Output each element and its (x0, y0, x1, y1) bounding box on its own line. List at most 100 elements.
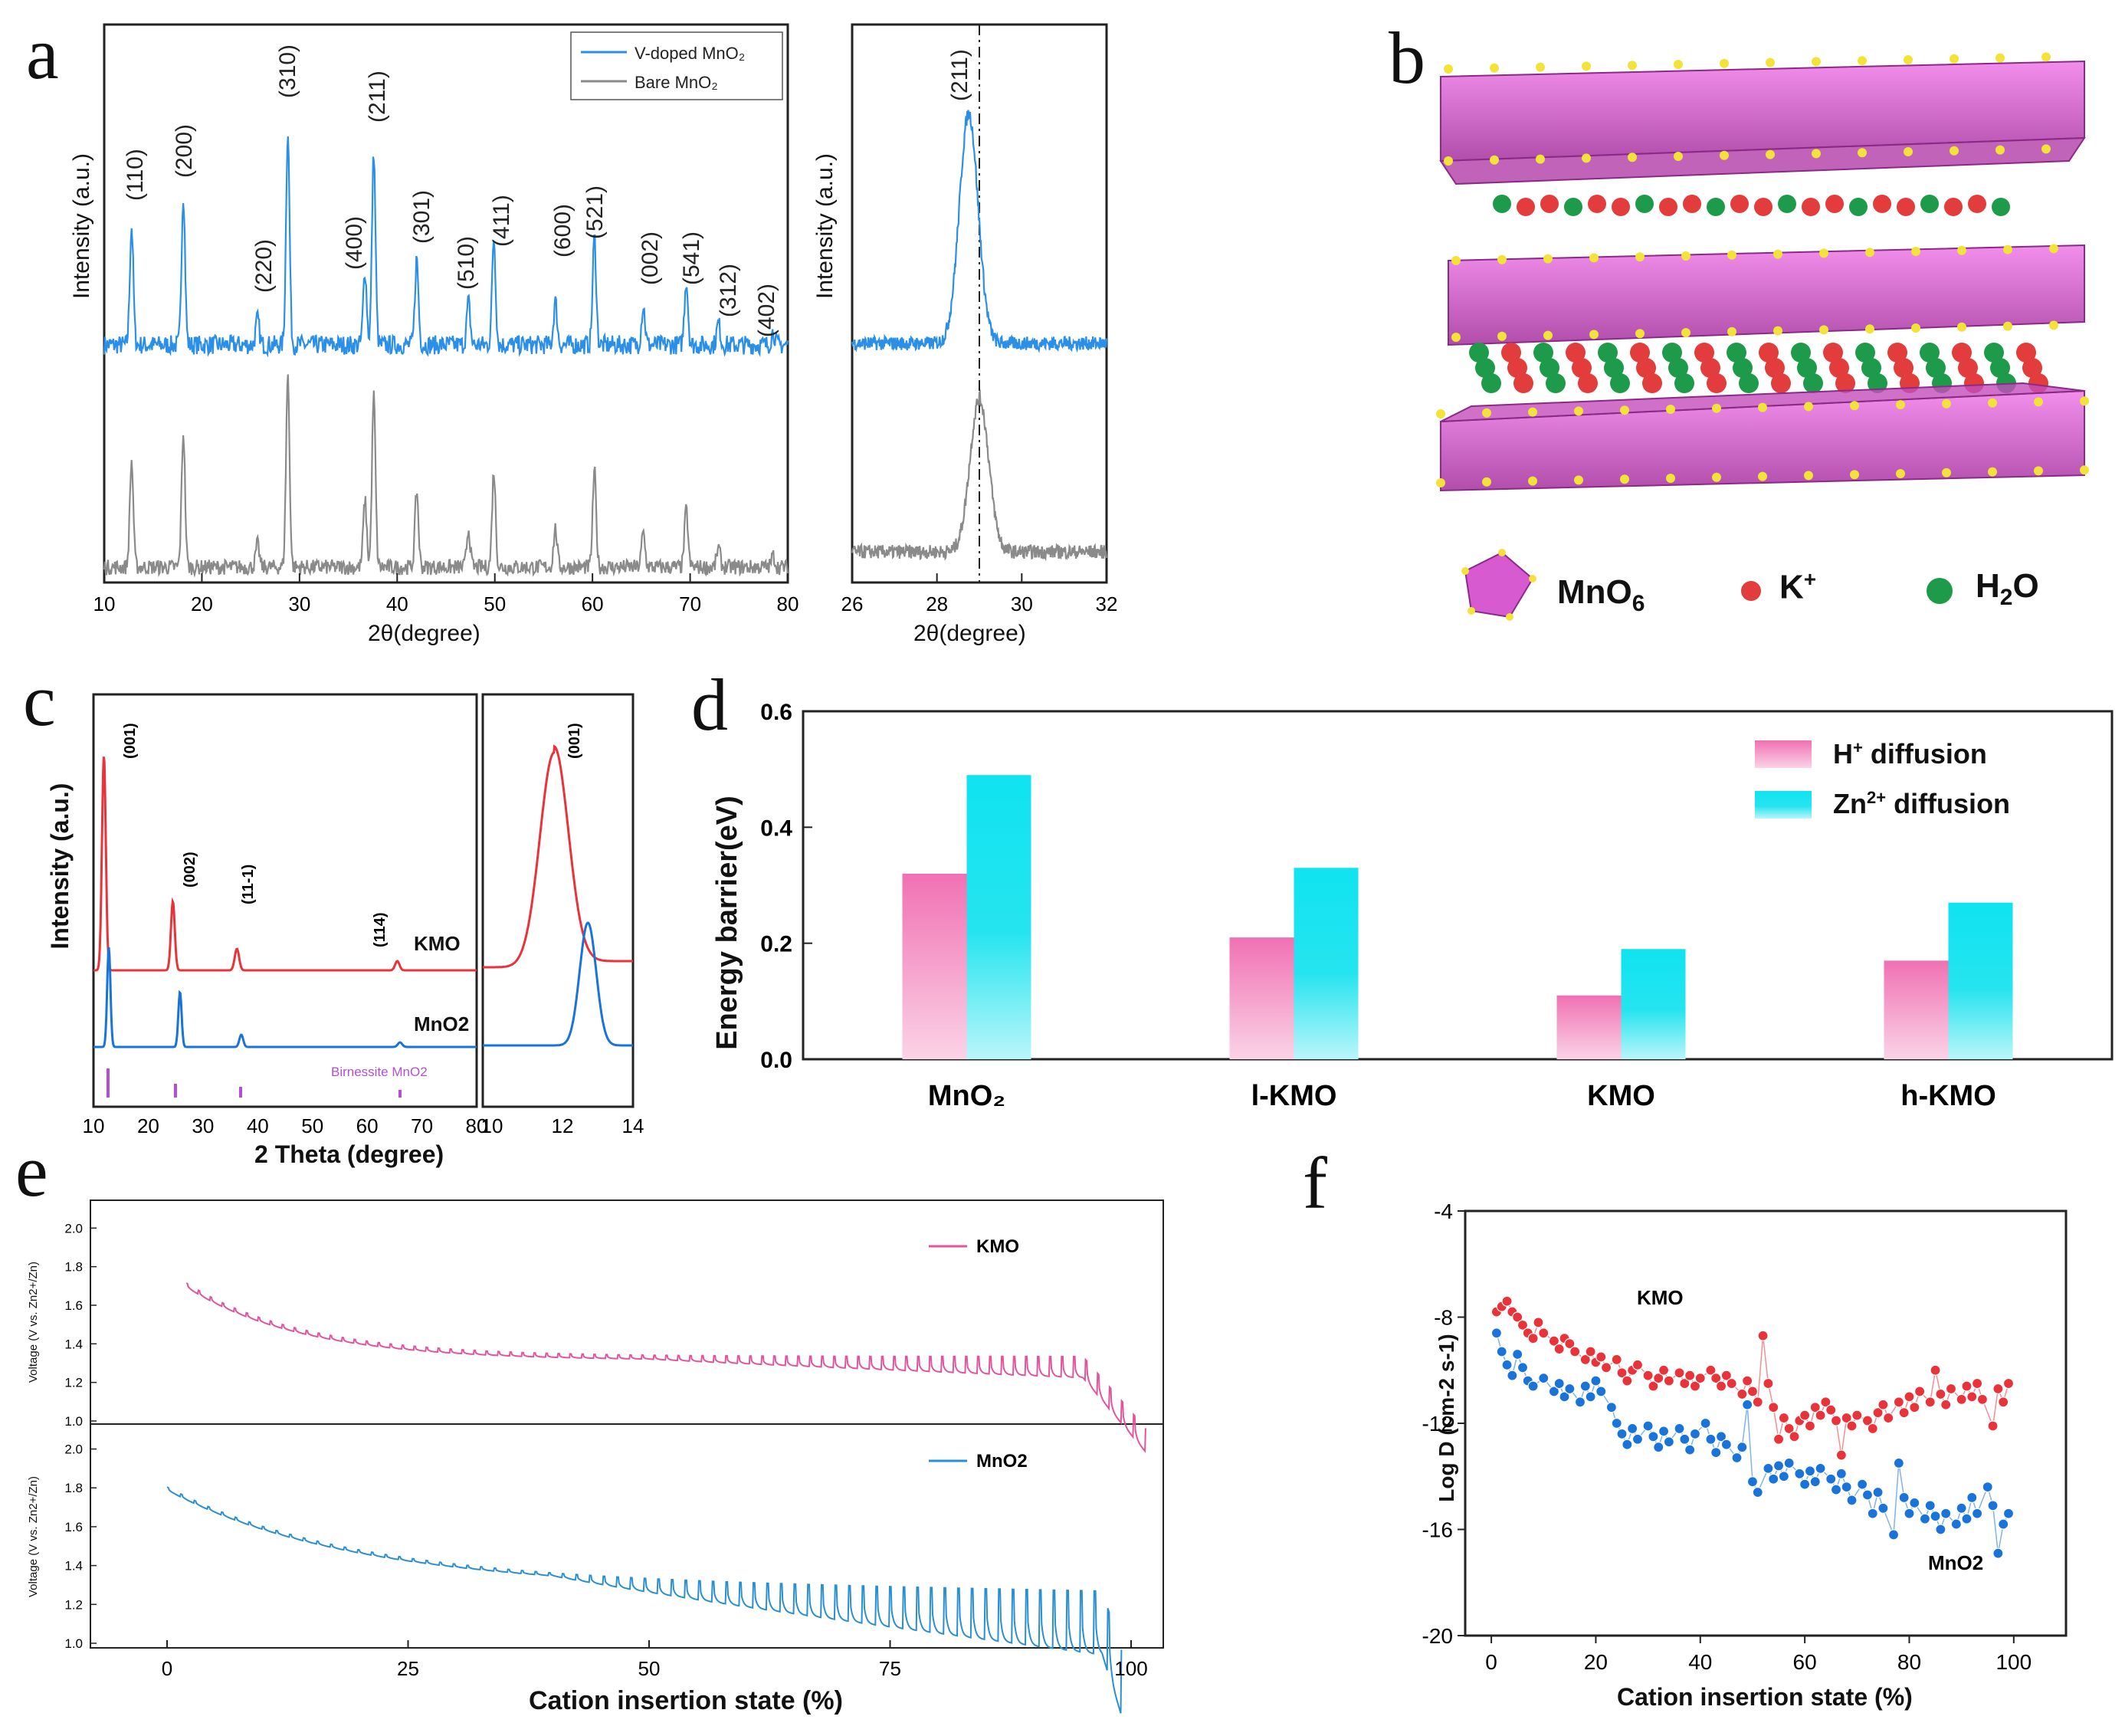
f-data-point (1517, 1362, 1529, 1373)
f-data-point (1945, 1383, 1957, 1395)
panel-label-a: a (26, 12, 59, 94)
f-axis: 0 20 40 60 80 100 -4 -8 -12 -16 -20 (1422, 1199, 2032, 1674)
ion-sphere (1493, 195, 1511, 213)
oxygen-sphere (1635, 329, 1645, 339)
a-peak-600: (600) (550, 204, 576, 258)
f-data-point (1611, 1417, 1622, 1429)
f-data-point (1966, 1492, 1978, 1504)
f-data-point (1512, 1311, 1523, 1323)
f-data-point (1490, 1327, 1503, 1339)
f-series (1490, 1295, 2015, 1559)
f-data-point (1778, 1412, 1789, 1424)
f-data-point (1924, 1500, 1936, 1511)
ion-sphere (1771, 373, 1791, 393)
f-data-point (1746, 1476, 1759, 1488)
f-data-point (1527, 1333, 1539, 1344)
f-data-point (1877, 1502, 1889, 1514)
f-data-point (1694, 1373, 1706, 1384)
e-legend-kmo: KMO (976, 1236, 1019, 1257)
ion-sphere (1630, 343, 1650, 363)
f-data-point (1982, 1481, 1993, 1493)
f-data-point (1940, 1399, 1952, 1410)
oxygen-sphere (1812, 57, 1821, 67)
f-data-point (1887, 1529, 1900, 1541)
c-xtick-label: 10 (83, 1114, 105, 1137)
ion-sphere (1868, 373, 1887, 393)
f-data-point (1799, 1478, 1811, 1490)
f-data-point (1825, 1404, 1837, 1416)
a-frame (103, 23, 789, 584)
c-peak-114: (114) (372, 912, 389, 947)
oxygen-sphere (1957, 322, 1966, 332)
f-data-point (1804, 1465, 1816, 1477)
oxygen-sphere (1995, 53, 2005, 63)
f-xtick-label: 100 (1995, 1650, 2032, 1674)
f-xtick-label: 20 (1584, 1650, 1608, 1674)
f-data-point (1501, 1359, 1513, 1370)
f-data-point (1746, 1386, 1759, 1397)
e-ytick-label: 1.6 (64, 1298, 83, 1313)
c-inset-xtick-label: 10 (481, 1114, 503, 1137)
f-data-point (1579, 1380, 1591, 1392)
f-xtick-label: 80 (1897, 1650, 1921, 1674)
legend-k-ion: K+ (1779, 567, 1817, 606)
oxygen-sphere (1896, 400, 1905, 409)
ion-sphere (1694, 343, 1714, 363)
a-xtick-label: 50 (484, 592, 506, 615)
oxygen-sphere (1904, 147, 1913, 156)
ion-sphere (1968, 195, 1986, 213)
oxygen-sphere (1988, 398, 1997, 408)
ion-sphere (1578, 373, 1598, 393)
oxygen-sphere (2034, 466, 2043, 476)
d-category-label: h-KMO (1900, 1080, 1996, 1112)
oxygen-sphere (1589, 330, 1599, 340)
oxygen-sphere (1911, 247, 1920, 256)
f-data-point (1987, 1500, 1999, 1511)
c-series-kmo: KMO (414, 932, 461, 955)
e-axis: 0 25 50 75 100 1.0 1.2 1.4 1.6 1.8 2.0 1.0 1.2 1.4 1.6… (64, 1221, 1147, 1680)
ion-sphere (1662, 343, 1682, 363)
oxygen-sphere (2034, 397, 2043, 407)
d-ytick-label: 0.4 (760, 815, 792, 841)
f-data-point (1736, 1388, 1748, 1400)
f-data-point (1804, 1420, 1816, 1432)
c-series-mno2: MnO2 (414, 1012, 469, 1035)
f-data-point (1663, 1436, 1674, 1448)
a-peak-310: (310) (275, 44, 300, 98)
f-data-point (1904, 1508, 1915, 1519)
f-data-point (1658, 1426, 1670, 1437)
f-data-point (1809, 1476, 1821, 1488)
f-data-point (1815, 1462, 1826, 1474)
interlayer-ions-top (1493, 195, 2010, 216)
f-ytick-label: -20 (1422, 1624, 1453, 1648)
f-data-point (1663, 1375, 1674, 1387)
a-peak-220: (220) (251, 239, 277, 293)
oxygen-sphere (1896, 469, 1905, 478)
f-data-point (1512, 1348, 1523, 1360)
e-ytick-label: 1.2 (64, 1597, 83, 1612)
f-data-point (1861, 1415, 1874, 1426)
a-xtick-label: 40 (386, 592, 408, 615)
c-birnessite-label: Birnessite MnO2 (331, 1065, 428, 1079)
ion-sphere (1674, 373, 1694, 393)
a-xtick-label: 20 (191, 592, 213, 615)
oxygen-sphere (2003, 244, 2012, 254)
a-peak-211: (211) (365, 71, 390, 123)
f-data-point (1605, 1402, 1617, 1413)
f-data-point (1757, 1330, 1769, 1341)
e-mno2-curve (166, 1486, 1123, 1714)
d-bar-h-diffusion (1229, 937, 1294, 1059)
f-data-point (1517, 1319, 1529, 1331)
f-data-point (1548, 1386, 1559, 1397)
f-data-point (1898, 1492, 1910, 1504)
ion-sphere (1683, 195, 1701, 213)
f-data-point (1595, 1386, 1607, 1397)
oxygen-sphere (1444, 64, 1453, 74)
oxygen-sphere (1995, 145, 2005, 155)
d-bars (902, 775, 2013, 1059)
f-data-point (1815, 1409, 1826, 1421)
oxygen-sphere (2049, 244, 2058, 254)
c-xtick-label: 80 (466, 1114, 488, 1137)
